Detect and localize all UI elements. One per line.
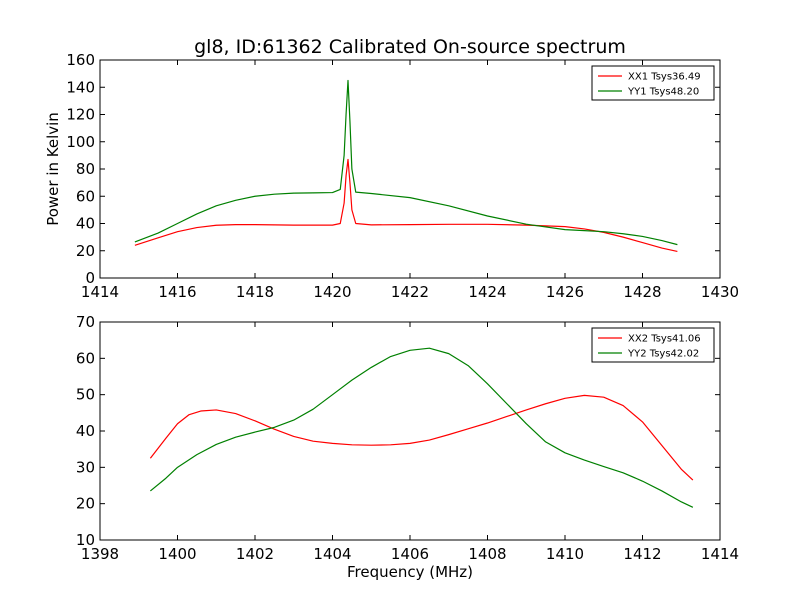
- x-tick-label: 1414: [81, 283, 119, 301]
- y-tick-label: 20: [76, 495, 95, 513]
- series-line-xx: [149, 394, 694, 481]
- x-tick-label: 1424: [468, 283, 506, 301]
- y-tick-label: 50: [76, 386, 95, 404]
- x-tick-label: 1412: [623, 545, 661, 563]
- x-tick-label: 1410: [546, 545, 584, 563]
- x-axis-label: Frequency (MHz): [347, 563, 473, 581]
- y-tick-label: 0: [85, 269, 95, 287]
- x-tick-label: 1398: [81, 545, 119, 563]
- legend-box: [591, 327, 715, 363]
- x-tick-label: 1416: [158, 283, 196, 301]
- series-line-xx: [134, 158, 678, 253]
- x-tick-label: 1400: [158, 545, 196, 563]
- x-tick-label: 1414: [701, 545, 739, 563]
- x-tick-label: 1422: [391, 283, 429, 301]
- y-tick-label: 100: [66, 133, 95, 151]
- x-tick-label: 1430: [701, 283, 739, 301]
- y-tick-label: 60: [76, 187, 95, 205]
- legend: XX1 Tsys36.49 YY1 Tsys48.20: [591, 65, 715, 101]
- x-tick-label: 1426: [546, 283, 584, 301]
- top-spectrum-plot: 1414 1416 1418 1420 1422 1424 1426 1428 1430 0 20 4…: [44, 51, 739, 301]
- chart-title: gl8, ID:61362 Calibrated On-source spect…: [194, 36, 626, 58]
- y-tick-label: 60: [76, 349, 95, 367]
- x-tick-label: 1404: [313, 545, 351, 563]
- legend-entry: YY1 Tsys48.20: [627, 87, 699, 98]
- y-axis-label: Power in Kelvin: [44, 112, 62, 226]
- legend: XX2 Tsys41.06 YY2 Tsys42.02: [591, 327, 715, 363]
- x-tick-label: 1408: [468, 545, 506, 563]
- y-tick-label: 140: [66, 78, 95, 96]
- y-tick-label: 40: [76, 422, 95, 440]
- y-tick-label: 10: [76, 531, 95, 549]
- legend-box: [591, 65, 715, 101]
- bottom-spectrum-plot: 1398 1400 1402 1404 1406 1408 1410 1412 1414 10 20…: [76, 313, 739, 581]
- x-tick-label: 1406: [391, 545, 429, 563]
- series-line-yy: [134, 79, 678, 246]
- legend-entry: YY2 Tsys42.02: [627, 349, 699, 360]
- y-tick-label: 20: [76, 242, 95, 260]
- y-tick-label: 160: [66, 51, 95, 69]
- y-tick-label: 40: [76, 215, 95, 233]
- x-tick-label: 1428: [623, 283, 661, 301]
- x-tick-label: 1420: [313, 283, 351, 301]
- x-tick-label: 1402: [236, 545, 274, 563]
- series-line-yy: [149, 347, 694, 508]
- y-tick-label: 80: [76, 160, 95, 178]
- y-tick-label: 30: [76, 458, 95, 476]
- legend-entry: XX2 Tsys41.06: [628, 334, 701, 345]
- legend-entry: XX1 Tsys36.49: [628, 72, 701, 83]
- y-tick-label: 120: [66, 106, 95, 124]
- x-tick-label: 1418: [236, 283, 274, 301]
- y-tick-label: 70: [76, 313, 95, 331]
